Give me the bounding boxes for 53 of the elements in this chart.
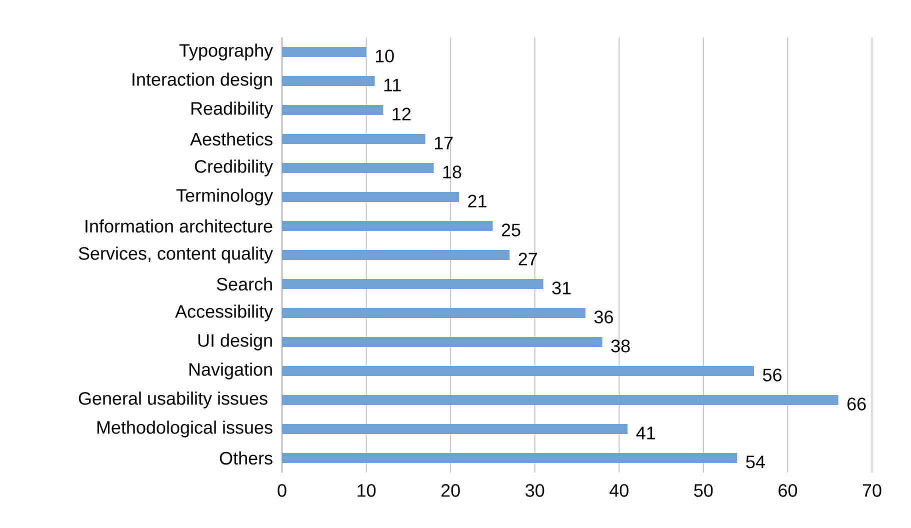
y-tick-label: UI design bbox=[198, 334, 272, 350]
data-label: 21 bbox=[468, 194, 486, 208]
data-label: 12 bbox=[392, 108, 411, 120]
bar bbox=[282, 424, 628, 434]
data-label: 17 bbox=[434, 136, 453, 150]
bar bbox=[282, 192, 459, 202]
y-tick-label: Interaction design bbox=[132, 72, 272, 90]
y-tick-label: Navigation bbox=[190, 362, 272, 380]
bar bbox=[282, 337, 602, 347]
data-label: 10 bbox=[376, 50, 394, 62]
y-tick-label: Search bbox=[216, 277, 272, 291]
x-tick-label: 60 bbox=[778, 484, 798, 497]
y-tick-label: Typography bbox=[179, 44, 274, 60]
x-tick-label: 40 bbox=[610, 484, 628, 497]
bar bbox=[282, 452, 738, 463]
bar bbox=[282, 308, 586, 318]
data-label: 36 bbox=[594, 310, 613, 324]
data-label: 31 bbox=[552, 282, 571, 294]
data-label: 41 bbox=[636, 426, 655, 440]
y-tick-label: Information architecture bbox=[86, 219, 272, 233]
data-label: 38 bbox=[611, 340, 630, 352]
data-label: 54 bbox=[746, 456, 765, 468]
data-label: 18 bbox=[443, 166, 462, 178]
x-tick-label: 70 bbox=[862, 484, 882, 497]
x-tick-label: 0 bbox=[278, 484, 286, 497]
data-label: 66 bbox=[847, 398, 866, 410]
y-tick-label: Readibility bbox=[192, 102, 274, 118]
y-tick-label: Others bbox=[220, 451, 272, 465]
data-label: 25 bbox=[502, 224, 520, 236]
bar bbox=[282, 394, 838, 405]
bar bbox=[282, 250, 510, 260]
bar bbox=[282, 47, 366, 58]
bar bbox=[282, 105, 384, 116]
data-label: 27 bbox=[518, 252, 537, 266]
y-tick-label: Services, content quality bbox=[78, 246, 274, 264]
x-tick-label: 10 bbox=[358, 484, 376, 497]
data-label: 11 bbox=[384, 78, 401, 92]
bar bbox=[282, 134, 426, 144]
bar bbox=[282, 163, 434, 173]
bar bbox=[282, 221, 493, 231]
y-tick-label: Aesthetics bbox=[190, 132, 272, 146]
bar bbox=[282, 279, 544, 289]
y-tick-label: Methodological issues bbox=[97, 420, 272, 438]
y-tick-label: Terminology bbox=[176, 188, 274, 206]
x-tick-label: 20 bbox=[441, 484, 460, 497]
y-tick-label: Credibility bbox=[194, 160, 274, 176]
x-tick-label: 50 bbox=[694, 484, 713, 497]
y-tick-label: Accessibility bbox=[175, 304, 274, 322]
bar bbox=[282, 366, 754, 376]
bar bbox=[282, 76, 375, 86]
x-tick-label: 30 bbox=[526, 484, 544, 497]
data-label: 56 bbox=[762, 368, 782, 382]
y-tick-label: General usability issues bbox=[78, 392, 268, 408]
